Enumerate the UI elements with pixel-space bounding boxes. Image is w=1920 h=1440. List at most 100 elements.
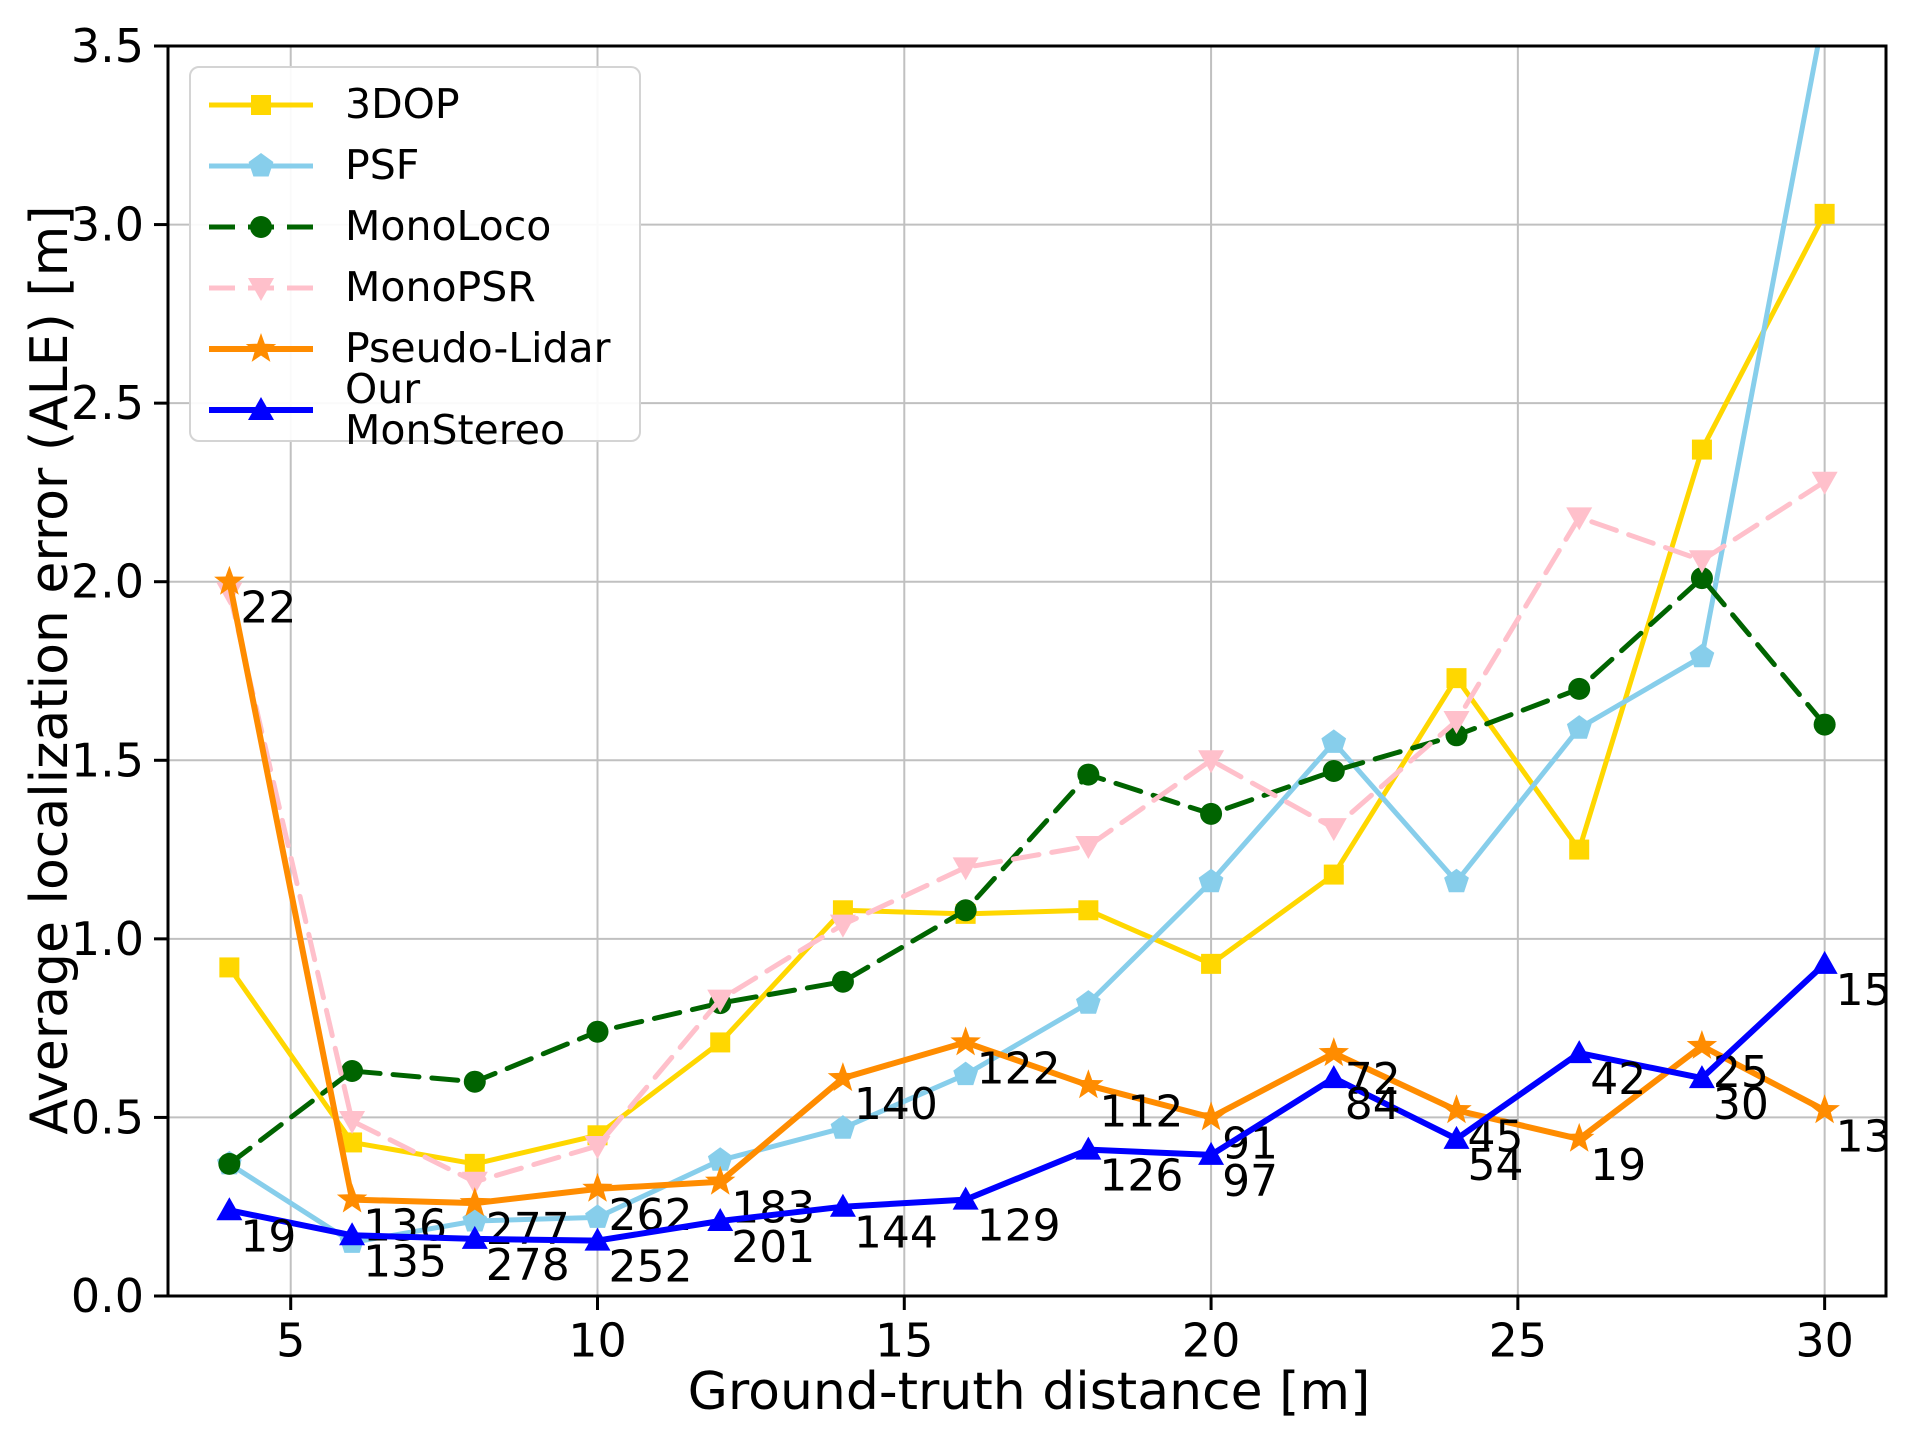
point-annotation: 22 — [240, 583, 296, 634]
legend-item-monopsr: MonoPSR — [205, 257, 639, 318]
star-marker — [1686, 1030, 1718, 1059]
y-tick-label-0: 0.0 — [71, 1269, 144, 1323]
square-marker — [464, 1153, 485, 1174]
triangle-down-marker — [339, 1111, 366, 1134]
circle-marker — [250, 215, 272, 238]
square-marker — [1569, 839, 1590, 860]
x-tick-label-30: 30 — [1795, 1313, 1854, 1367]
square-marker — [219, 957, 240, 978]
square-marker — [1691, 439, 1712, 460]
pentagon-marker — [1076, 990, 1101, 1014]
x-tick-label-5: 5 — [276, 1313, 305, 1367]
y-axis-label: Average localization error (ALE) [m] — [20, 205, 80, 1135]
square-marker — [1201, 953, 1222, 974]
square-marker — [1078, 900, 1099, 921]
triangle-up-marker — [1443, 1125, 1470, 1149]
point-annotation: 122 — [977, 1043, 1061, 1094]
point-annotation: 126 — [1099, 1151, 1183, 1202]
circle-marker — [1445, 724, 1468, 747]
legend-sample-pentagon-icon — [209, 152, 313, 176]
point-annotation: 13 — [1836, 1111, 1892, 1162]
legend-label: Pseudo-Lidar — [345, 324, 611, 372]
star-marker — [1318, 1037, 1349, 1067]
y-tick-label-0.5: 0.5 — [71, 1090, 144, 1144]
point-annotation: 54 — [1468, 1140, 1524, 1191]
point-annotation: 140 — [854, 1079, 938, 1130]
star-marker — [582, 1172, 613, 1202]
legend-label: Our MonStereo — [345, 364, 566, 454]
point-annotation: 112 — [1099, 1086, 1183, 1137]
x-tick-label-20: 20 — [1182, 1313, 1241, 1367]
triangle-up-marker — [1811, 950, 1838, 974]
circle-marker — [218, 1152, 241, 1175]
y-tick-label-3: 3.0 — [71, 198, 144, 252]
square-marker — [342, 1132, 363, 1153]
triangle-up-marker — [584, 1227, 611, 1251]
circle-marker — [1200, 802, 1223, 825]
square-marker — [1323, 864, 1344, 885]
triangle-up-marker — [1566, 1040, 1593, 1064]
legend-item-monoloco: MonoLoco — [205, 196, 639, 257]
legend-label: 3DOP — [345, 80, 460, 128]
triangle-down-marker — [1320, 818, 1347, 842]
point-annotation: 201 — [731, 1222, 815, 1273]
circle-marker — [1077, 763, 1100, 786]
legend-sample-square-icon — [209, 94, 313, 115]
series-line — [226, 578, 1828, 1207]
legend-sample-triangle-up-icon — [209, 396, 313, 420]
series-line — [226, 211, 1828, 1167]
star-marker — [336, 1183, 368, 1213]
point-annotation: 278 — [486, 1240, 570, 1291]
triangle-up-marker — [248, 396, 274, 420]
point-annotation: 252 — [609, 1242, 693, 1293]
triangle-down-marker — [1198, 750, 1225, 774]
point-annotation: 84 — [1345, 1079, 1401, 1130]
series-line — [226, 575, 1828, 1167]
legend-sample-triangle-down-icon — [209, 277, 313, 301]
pentagon-marker — [830, 1115, 856, 1139]
pentagon-marker — [585, 1204, 610, 1228]
plot-border — [166, 44, 1888, 1298]
square-marker — [251, 94, 271, 115]
star-marker — [1564, 1122, 1595, 1152]
triangle-down-marker — [584, 1136, 611, 1159]
pentagon-marker — [953, 1061, 978, 1086]
star-marker — [705, 1165, 736, 1195]
square-marker — [710, 1032, 731, 1053]
point-annotation: 277 — [486, 1204, 570, 1255]
circle-marker — [1813, 713, 1836, 736]
legend-label: PSF — [345, 141, 420, 189]
star-marker — [1073, 1069, 1104, 1099]
triangle-up-marker — [952, 1186, 979, 1210]
star-marker — [1195, 1101, 1227, 1131]
series-our-monstereo: 19 135 278 252 201 144 129 126 97 84 54 42 30 15 — [216, 950, 1886, 1293]
point-annotation: 19 — [240, 1211, 296, 1262]
point-annotation: 136 — [363, 1201, 447, 1252]
triangle-up-marker — [1688, 1065, 1715, 1089]
pentagon-marker — [1566, 715, 1592, 739]
triangle-down-marker — [829, 914, 856, 938]
circle-marker — [954, 899, 977, 922]
star-marker — [459, 1187, 490, 1217]
triangle-down-marker — [248, 277, 274, 301]
triangle-down-marker — [1811, 471, 1838, 495]
circle-marker — [1322, 760, 1345, 782]
star-marker — [950, 1026, 981, 1056]
point-annotation: 19 — [1590, 1140, 1646, 1191]
series-line — [226, 479, 1828, 1185]
point-annotation: 129 — [977, 1201, 1061, 1252]
triangle-down-marker — [952, 857, 979, 881]
tick-labels: 5 10 15 20 25 30 0.0 0.5 1.0 1.5 2.0 2.5 3.0 3.5 — [71, 19, 1854, 1367]
triangle-down-marker — [1566, 507, 1593, 531]
triangle-up-marker — [339, 1222, 366, 1246]
pentagon-marker — [1444, 868, 1469, 893]
legend-item-psf: PSF — [205, 135, 639, 196]
triangle-down-marker — [1688, 550, 1715, 574]
legend-sample-circle-icon — [209, 215, 313, 238]
point-annotation: 30 — [1713, 1079, 1769, 1130]
legend-label: MonoPSR — [345, 263, 536, 311]
triangle-down-marker — [1443, 711, 1470, 734]
